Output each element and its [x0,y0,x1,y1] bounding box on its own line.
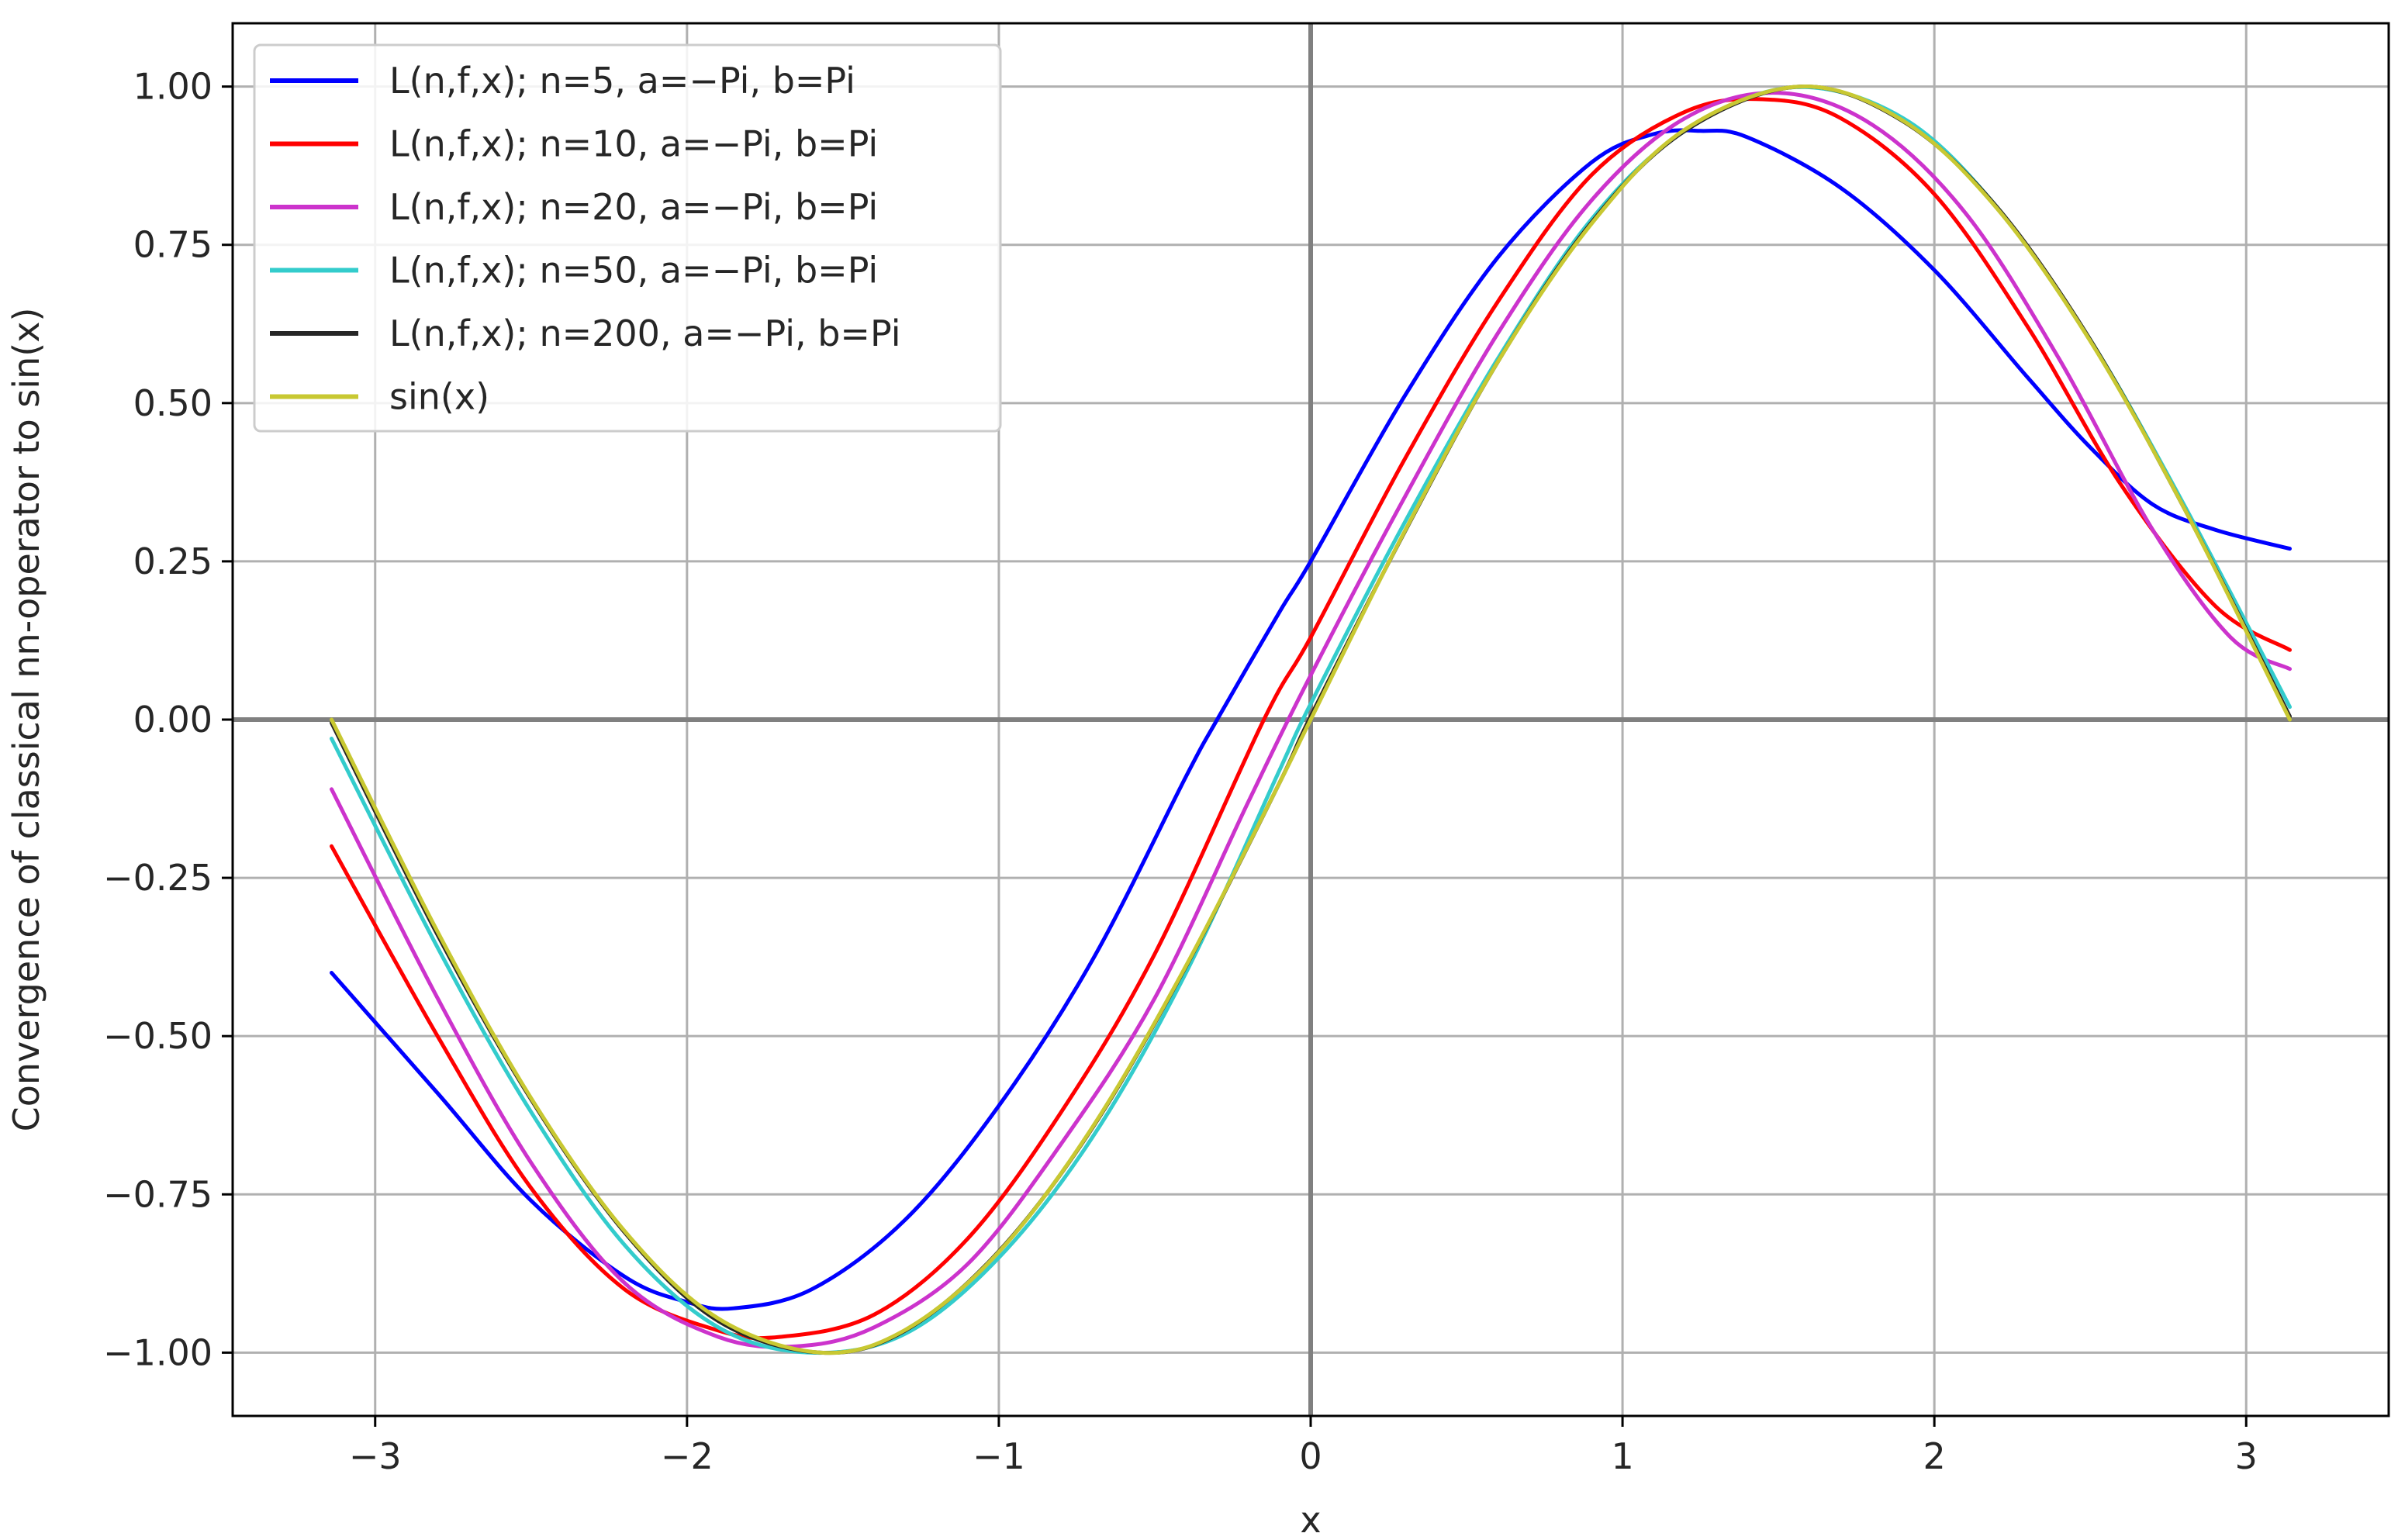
x-axis-ticks: −3 −2 −1 0 1 2 3 [349,1416,2258,1477]
legend-label-1: L(n,f,x); n=10, a=−Pi, b=Pi [389,123,878,165]
y-tick-label: −0.75 [103,1173,213,1215]
legend-label-5: sin(x) [389,376,489,418]
y-tick-label: −1.00 [103,1331,213,1373]
x-tick-label: 1 [1611,1435,1633,1477]
legend-label-2: L(n,f,x); n=20, a=−Pi, b=Pi [389,186,878,228]
x-tick-label: 2 [1923,1435,1946,1477]
legend-label-3: L(n,f,x); n=50, a=−Pi, b=Pi [389,250,878,292]
legend-label-4: L(n,f,x); n=200, a=−Pi, b=Pi [389,312,900,354]
x-tick-label: −2 [661,1435,714,1477]
series-lines [330,85,2292,1355]
legend-frame [253,43,1002,433]
x-tick-label: 3 [2235,1435,2258,1477]
x-tick-label: −3 [349,1435,402,1477]
x-tick-label: 0 [1299,1435,1322,1477]
y-tick-label: 0.75 [133,224,213,266]
legend: L(n,f,x); n=5, a=−Pi, b=Pi L(n,f,x); n=10… [253,43,1002,433]
y-tick-label: −0.25 [103,857,213,899]
x-axis-label: x [1300,1499,1321,1540]
y-tick-label: 0.50 [133,382,213,424]
y-axis-ticks: 1.00 0.75 0.50 0.25 0.00 −0.25 −0.50 −0.75 −1.00 [103,66,233,1373]
series-line-2 [330,91,2292,1349]
y-tick-label: −0.50 [103,1015,213,1057]
y-tick-label: 0.25 [133,540,213,582]
y-axis-label: Convergence of classical nn-operator to … [5,308,47,1132]
series-line-5 [330,85,2292,1355]
y-tick-label: 1.00 [133,66,213,108]
x-tick-label: −1 [973,1435,1025,1477]
y-tick-label: 0.00 [133,699,213,741]
legend-label-0: L(n,f,x); n=5, a=−Pi, b=Pi [389,60,855,102]
